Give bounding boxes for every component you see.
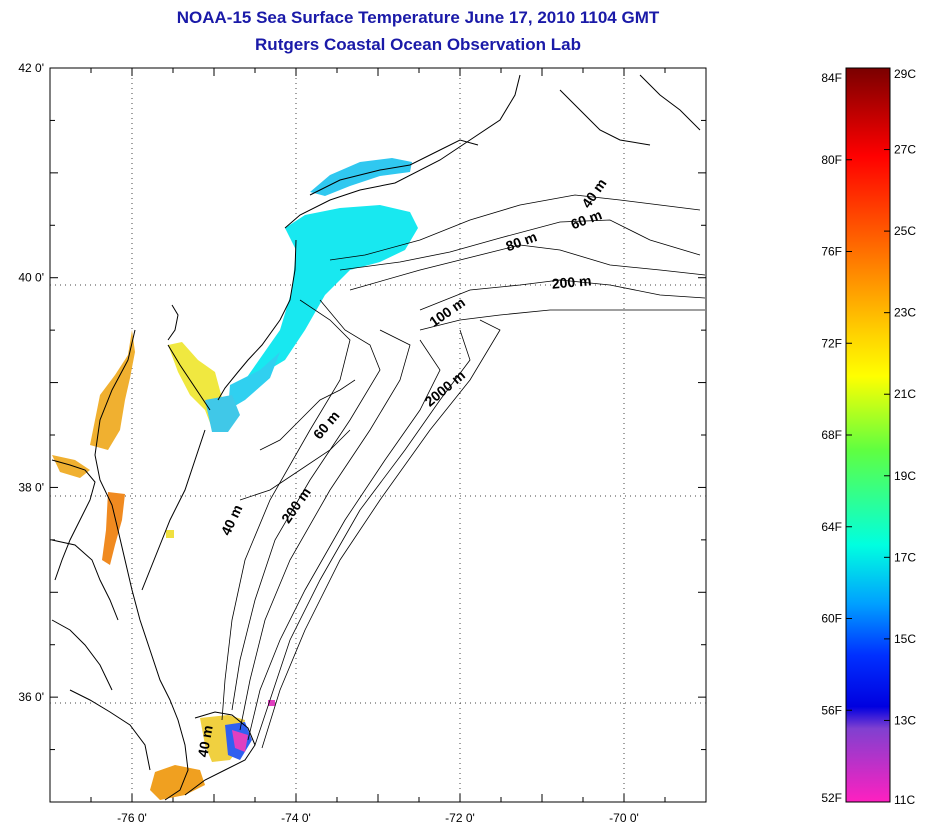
sst-chesapeake-mid [102, 492, 125, 565]
colorbar-f-label: 72F [821, 336, 842, 350]
colorbar [845, 67, 891, 803]
lon-label: -72 0' [445, 811, 475, 825]
map-subtitle: Rutgers Coastal Ocean Observation Lab [255, 35, 581, 54]
longitude-labels: -76 0' -74 0' -72 0' -70 0' [117, 811, 639, 825]
colorbar-celsius-labels: 29C 27C 25C 23C 21C 19C 17C 15C 13C 11C [894, 67, 916, 807]
sst-data [52, 158, 418, 800]
lat-label: 42 0' [18, 61, 44, 75]
colorbar-f-label: 76F [821, 245, 842, 259]
colorbar-f-label: 64F [821, 520, 842, 534]
isobaths [221, 194, 706, 749]
sst-nj-shelf [228, 352, 280, 410]
isobath-label: 200 m [551, 272, 592, 291]
latitude-labels: 42 0' 40 0' 38 0' 36 0' [18, 61, 44, 704]
colorbar-c-label: 25C [894, 224, 916, 238]
sst-hatteras-magenta [232, 730, 248, 752]
colorbar-c-label: 23C [894, 306, 916, 320]
colorbar-c-label: 17C [894, 550, 916, 564]
colorbar-c-label: 21C [894, 387, 916, 401]
colorbar-ticks [846, 67, 890, 803]
sst-ny-bight [245, 205, 418, 380]
lon-label: -70 0' [609, 811, 639, 825]
map-title: NOAA-15 Sea Surface Temperature June 17,… [176, 8, 660, 27]
colorbar-f-label: 56F [821, 703, 842, 717]
sst-small-2 [166, 530, 174, 538]
isobath-label: 40 m [194, 724, 215, 758]
colorbar-c-label: 11C [894, 793, 915, 807]
colorbar-c-label: 27C [894, 143, 916, 157]
lat-label: 40 0' [18, 271, 44, 285]
colorbar-c-label: 19C [894, 469, 916, 483]
colorbar-c-label: 15C [894, 632, 916, 646]
colorbar-f-label: 84F [821, 71, 842, 85]
sst-delaware-mouth [205, 395, 240, 432]
colorbar-f-label: 80F [821, 153, 842, 167]
lat-label: 38 0' [18, 480, 44, 494]
colorbar-f-label: 68F [821, 428, 842, 442]
coastlines [51, 74, 701, 801]
colorbar-f-label: 60F [821, 612, 842, 626]
axis-ticks [49, 67, 707, 803]
colorbar-c-label: 29C [894, 67, 916, 81]
sst-long-island-sound [310, 158, 412, 196]
map-frame [49, 67, 707, 803]
lon-label: -74 0' [281, 811, 311, 825]
sst-chesapeake-west [52, 455, 90, 478]
colorbar-fahrenheit-labels: 84F 80F 76F 72F 68F 64F 60F 56F 52F [821, 71, 842, 805]
sst-pamlico [150, 765, 205, 800]
lat-label: 36 0' [18, 690, 44, 704]
colorbar-f-label: 52F [821, 791, 842, 805]
colorbar-c-label: 13C [894, 713, 916, 727]
lon-label: -76 0' [117, 811, 147, 825]
